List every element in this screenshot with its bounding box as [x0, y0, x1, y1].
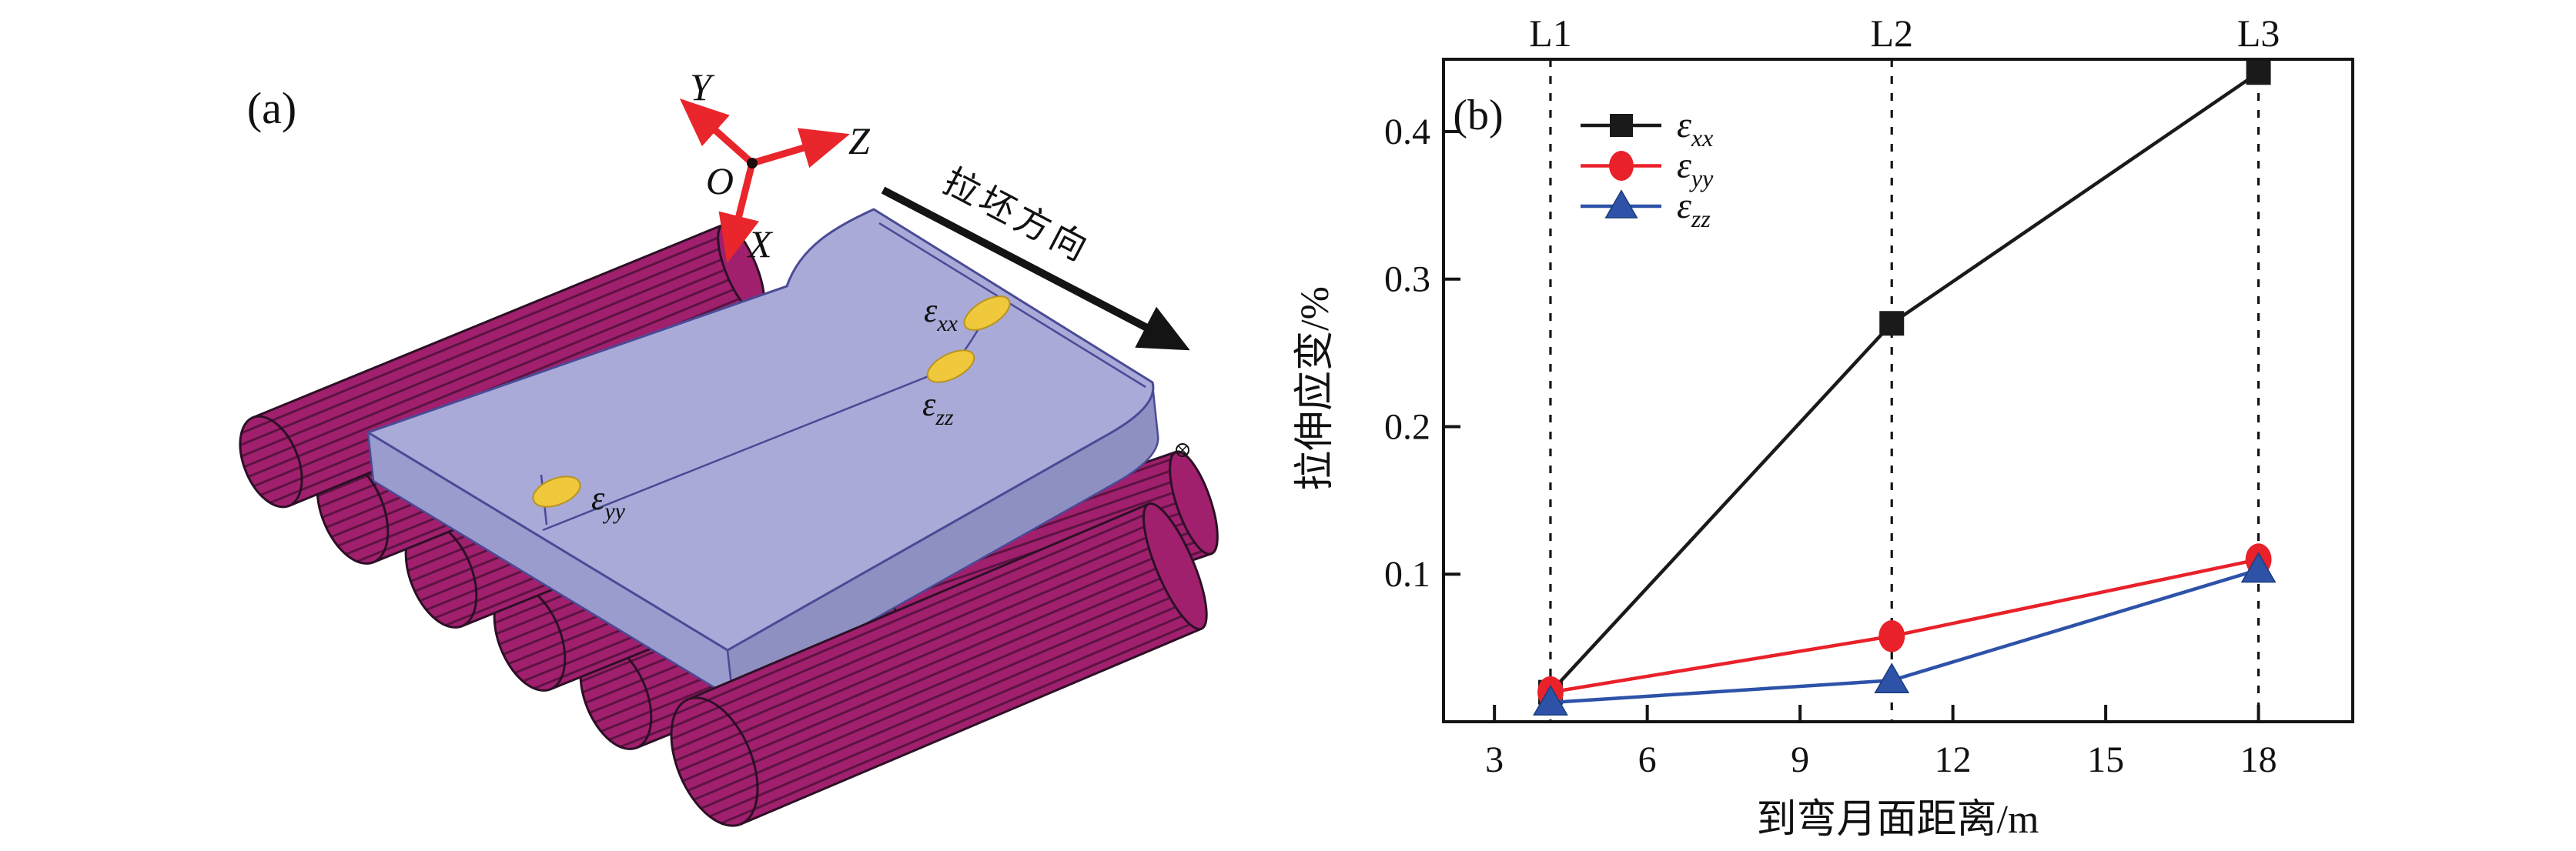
marker-square	[2246, 60, 2271, 85]
legend-label-epsilon-yy: εyy	[1677, 145, 1714, 192]
y-axis-label: Y	[690, 65, 715, 108]
strain-xx-label: εxx	[924, 292, 958, 336]
marker-triangle	[2240, 552, 2277, 583]
marker-square	[1610, 114, 1633, 137]
reference-label-l1: L1	[1529, 12, 1572, 55]
y-tick-label: 0.4	[1384, 112, 1430, 152]
series-layer	[1533, 60, 2277, 716]
marker-square	[1879, 311, 1905, 336]
roller-front-long	[670, 502, 1208, 827]
legend-label-epsilon-zz: εzz	[1677, 185, 1711, 232]
slab-edge-highlight	[878, 222, 1146, 389]
slab-top-face	[366, 208, 1155, 652]
slab-centerline	[542, 365, 952, 532]
marker-triangle	[1874, 662, 1910, 694]
y-tick-label: 0.2	[1384, 406, 1430, 447]
coordinate-frame	[679, 98, 850, 264]
x-axis-label: X	[747, 222, 774, 265]
reference-label-l2: L2	[1870, 12, 1913, 55]
marker-circle	[1878, 619, 1905, 652]
x-tick-label: 9	[1791, 739, 1809, 780]
strain-spot-yy	[532, 476, 581, 508]
z-axis-label: Z	[848, 119, 871, 162]
marker-circle	[1609, 151, 1634, 181]
plot-frame	[1442, 58, 2354, 723]
y-axis-title: 拉伸应变/%	[1293, 286, 1337, 491]
x-axis-title: 到弯月面距离/m	[1757, 797, 2039, 842]
reference-lines-layer: L1 L2 L3	[1529, 12, 2280, 722]
legend-label-epsilon-xx: εxx	[1677, 105, 1713, 152]
x-tick-label: 18	[2240, 739, 2277, 780]
marker-triangle	[1604, 189, 1638, 219]
y-tick-label: 0.3	[1384, 259, 1430, 300]
reference-label-l3: L3	[2237, 12, 2280, 55]
x-tick-label: 12	[1935, 739, 1972, 780]
casting-direction-arrow	[881, 186, 1190, 351]
strain-zz-label: εzz	[922, 385, 954, 430]
strain-spot-zz	[926, 349, 975, 383]
origin-label: O	[706, 159, 734, 202]
x-tick-label: 3	[1485, 739, 1504, 780]
panel-a-label: (a)	[247, 83, 296, 133]
casting-direction-label: 拉坯方向	[937, 161, 1097, 270]
y-tick-label: 0.1	[1384, 554, 1430, 595]
strain-yy-label: εyy	[591, 479, 626, 524]
panel-b-label: (b)	[1453, 92, 1503, 139]
x-tick-label: 6	[1638, 739, 1657, 780]
strain-spots	[532, 295, 1011, 508]
x-axis-arrow	[718, 162, 759, 264]
corner-marker	[1176, 443, 1189, 457]
strain-spot-xx	[963, 295, 1011, 331]
x-tick-label: 15	[2087, 739, 2124, 780]
z-axis-arrow	[751, 128, 850, 169]
ticks-layer: 3 6 9 12 15 18 0.1 0.2 0.3 0.4	[1384, 112, 2277, 780]
origin-dot	[747, 158, 758, 169]
cast-slab	[366, 208, 1159, 700]
panel-a-schematic: (a) Y Z X O 拉坯方向 εxx εzz εyy	[239, 65, 1219, 827]
marker-triangle	[1533, 684, 1568, 716]
y-axis-arrow	[679, 98, 754, 166]
